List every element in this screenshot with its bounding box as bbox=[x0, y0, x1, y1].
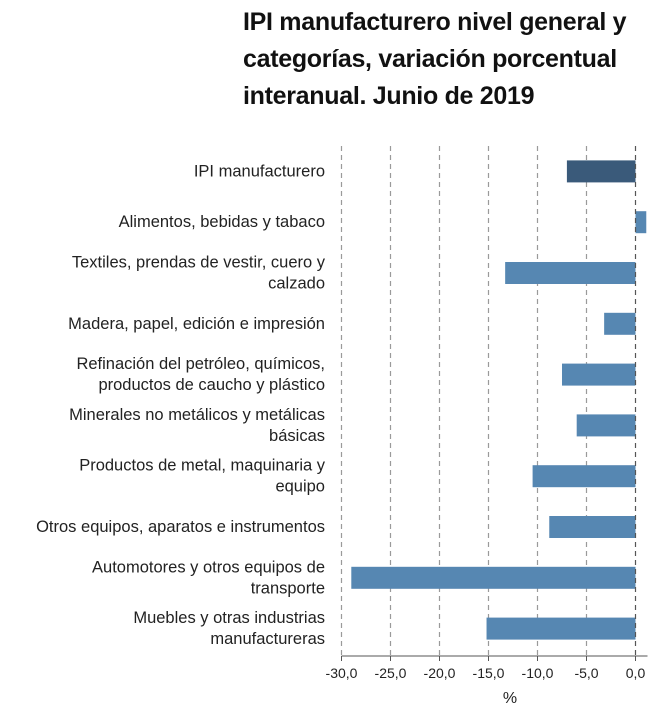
category-label: Muebles y otras industrias bbox=[133, 609, 325, 627]
bar bbox=[505, 262, 636, 284]
category-label: básicas bbox=[269, 427, 325, 445]
category-label: Textiles, prendas de vestir, cuero y bbox=[72, 254, 326, 272]
category-label: productos de caucho y plástico bbox=[98, 376, 325, 394]
bar bbox=[566, 160, 636, 183]
category-label: Madera, papel, edición e impresión bbox=[68, 315, 325, 333]
x-axis-title: % bbox=[503, 690, 517, 707]
category-label: Minerales no metálicos y metálicas bbox=[69, 406, 325, 424]
bar bbox=[532, 465, 636, 488]
category-label: IPI manufacturero bbox=[194, 162, 325, 180]
category-label: manufactureras bbox=[210, 630, 325, 648]
bars bbox=[351, 160, 647, 640]
tick-labels: -30,0 -25,0 -20,0 -15,0 -10,0 -5,0 0,0 bbox=[326, 665, 646, 681]
category-label: transporte bbox=[251, 579, 325, 597]
bar bbox=[604, 312, 636, 335]
bar bbox=[486, 617, 636, 640]
axes bbox=[341, 146, 648, 661]
x-tick-label: -10,0 bbox=[522, 665, 554, 681]
category-label: equipo bbox=[275, 478, 325, 496]
bar bbox=[549, 516, 636, 538]
category-label: Refinación del petróleo, químicos, bbox=[76, 355, 325, 373]
x-tick-label: -30,0 bbox=[326, 665, 358, 681]
category-label: Automotores y otros equipos de bbox=[92, 558, 325, 576]
bar bbox=[635, 211, 647, 234]
x-tick-label: -25,0 bbox=[375, 665, 407, 681]
x-tick-label: -5,0 bbox=[574, 665, 598, 681]
bar bbox=[576, 414, 636, 437]
category-label: Alimentos, bebidas y tabaco bbox=[119, 213, 325, 231]
bar bbox=[562, 363, 636, 386]
bar bbox=[351, 566, 636, 589]
x-tick-label: 0,0 bbox=[626, 665, 646, 681]
x-tick-label: -20,0 bbox=[424, 665, 456, 681]
x-tick-label: -15,0 bbox=[473, 665, 505, 681]
category-label: Productos de metal, maquinaria y bbox=[79, 457, 326, 475]
category-label: calzado bbox=[268, 275, 325, 293]
chart-title: IPI manufacturero nivel general y catego… bbox=[243, 8, 627, 110]
category-labels: IPI manufacturero Alimentos, bebidas y ta… bbox=[36, 162, 326, 648]
category-label: Otros equipos, aparatos e instrumentos bbox=[36, 518, 325, 536]
